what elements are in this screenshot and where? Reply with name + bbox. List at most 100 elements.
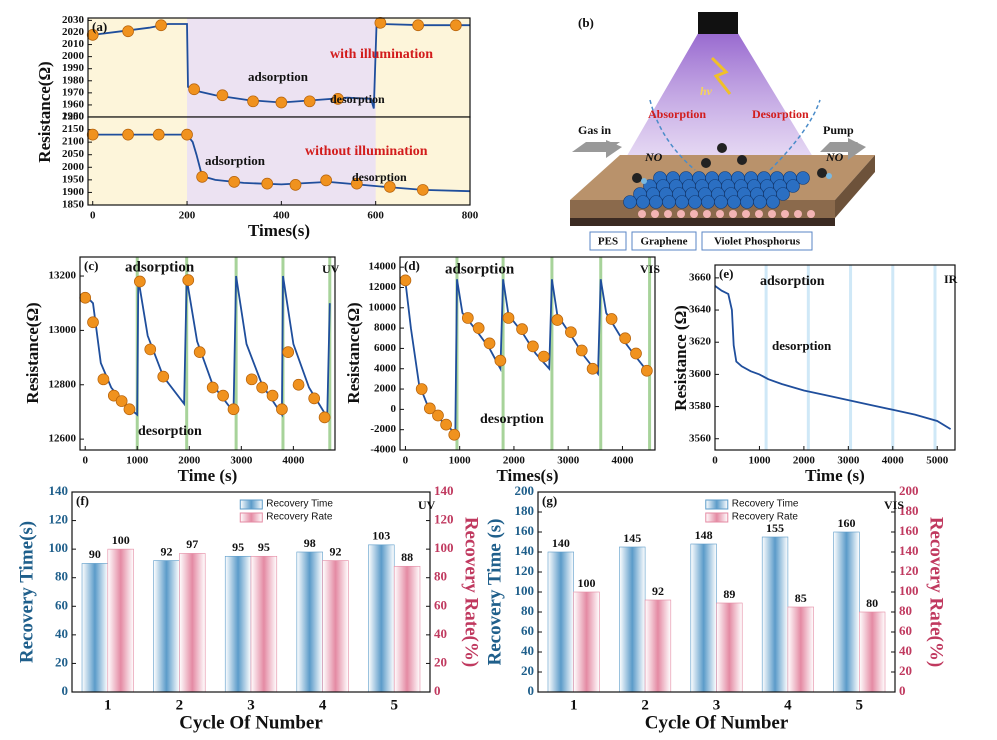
x-tick-label: 3 [713,697,721,713]
legend-swatch [705,499,729,510]
molecule [817,168,827,178]
marker [144,343,157,356]
y-tick-label: -2000 [370,423,396,435]
y-tick-label: 4000 [374,362,397,374]
y-tick-label: 1970 [62,86,85,98]
x-tick-label: 0 [82,455,88,467]
violet-phosphorus [623,171,815,218]
layer-label: Graphene [640,236,687,248]
line [714,285,952,430]
y2-tick-label: 60 [434,597,447,612]
y-axis-label: Recovery Time(s) [16,521,37,663]
x-tick-label: 3000 [837,455,860,467]
sphere-pink [716,210,724,218]
y-tick-label: 1850 [62,199,85,211]
marker [399,274,412,287]
sphere-pink [807,210,815,218]
y-tick-label: 160 [515,523,535,538]
molecule [717,143,727,153]
molecule [641,178,647,184]
marker [155,19,167,32]
marker [332,93,344,105]
x-tick-label: 3000 [230,455,253,467]
y-tick-label: 1900 [62,186,85,198]
substrate-side [835,155,875,218]
value-label: 98 [304,536,316,550]
x-tick-label: 0 [403,455,409,467]
x-tick-label: 200 [179,210,196,222]
y-tick-label: 3560 [689,432,712,444]
y2-tick-label: 0 [899,683,906,698]
y2-tick-label: 40 [899,643,912,658]
y-tick-label: 180 [515,503,535,518]
panel-label: (d) [404,258,420,273]
sphere-pink [742,210,750,218]
sphere [623,195,637,209]
desorption-label: Desorption [752,107,809,121]
y-tick-label: 2000 [374,383,397,395]
x-tick-label: 600 [367,210,384,222]
y-tick-label: 40 [521,643,534,658]
marker [97,373,110,386]
flow-in [649,99,696,171]
marker [350,177,363,190]
marker [318,411,331,424]
annotation: desorption [480,412,544,427]
y-tick-label: 10000 [369,301,397,313]
marker [412,19,424,32]
flow-out [769,99,821,171]
light-cone [610,30,830,185]
y-tick-label: 1980 [62,74,85,86]
y-tick-label: 2100 [62,136,85,148]
y-tick-label: 80 [55,569,68,584]
marker [502,312,515,324]
y-tick-label: 2000 [62,161,85,173]
y-tick-label: 2010 [62,38,85,50]
annotation: IR [944,272,958,286]
value-label: 88 [401,550,413,564]
sphere-pink [755,210,763,218]
value-label: 95 [258,540,270,554]
bar [179,553,206,693]
x-tick-label: 5 [856,697,864,713]
marker [122,25,134,38]
sphere-pink [703,210,711,218]
y-tick-label: 2150 [62,123,85,135]
sphere [636,195,650,209]
y-tick-label: 3580 [689,400,712,412]
marker [133,275,146,288]
x-tick-label: 4000 [882,455,905,467]
y-tick-label: 12800 [49,378,77,390]
bar [644,599,672,693]
panel-label: (g) [542,493,557,508]
value-label: 85 [795,591,807,605]
marker [152,128,165,141]
value-label: 148 [695,528,713,542]
y2-tick-label: 100 [899,583,919,598]
marker [188,83,200,96]
x-axis-label: Cycle Of Number [179,712,323,733]
sphere-pink [638,210,646,218]
value-label: 80 [866,596,878,610]
y-axis-label: Resistance (Ω) [671,305,690,411]
value-label: 160 [837,516,855,530]
y2-tick-label: 200 [899,483,919,498]
marker [432,409,444,422]
y-tick-label: 8000 [374,322,397,334]
marker [483,337,496,350]
x-tick-label: 4000 [611,455,634,467]
marker [605,313,618,325]
y-tick-label: 6000 [374,342,397,354]
sphere [662,195,676,209]
marker [282,346,295,358]
x-tick-label: 1 [104,697,112,713]
pes-layer [570,218,835,226]
y-tick-label: 0 [391,403,397,415]
marker [216,89,229,102]
marker [227,403,240,416]
value-label: 90 [89,547,101,561]
y-tick-label: -4000 [370,444,396,456]
bar [250,555,278,693]
y-tick-label: 2000 [62,50,85,62]
x-axis-label: Cycle Of Number [645,712,789,733]
